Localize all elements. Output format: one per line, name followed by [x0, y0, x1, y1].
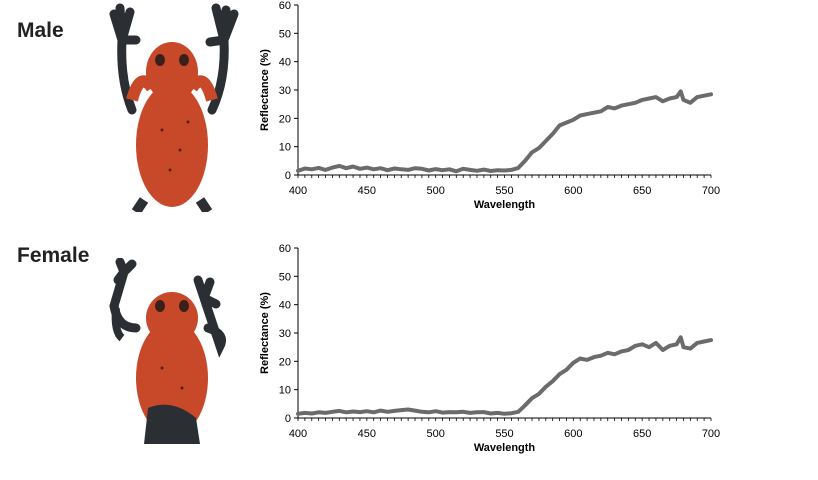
x-tick-label: 650: [633, 185, 651, 197]
x-tick-label: 550: [495, 428, 513, 440]
x-tick-label: 550: [495, 185, 513, 197]
reflectance-series-line: [296, 335, 713, 416]
y-tick-label: 20: [279, 356, 291, 368]
y-tick-label: 20: [279, 113, 291, 125]
y-tick-label: 50: [279, 271, 291, 283]
x-tick-label: 500: [426, 185, 444, 197]
y-axis-label: Reflectance (%): [259, 292, 271, 374]
x-tick-label: 700: [702, 428, 720, 440]
x-tick-label: 600: [564, 428, 582, 440]
y-tick-label: 40: [279, 57, 291, 69]
x-tick-label: 700: [702, 185, 720, 197]
y-tick-label: 40: [279, 300, 291, 312]
y-tick-label: 0: [285, 170, 291, 182]
x-tick-label: 600: [564, 185, 582, 197]
chart-female: 400 450 500 550 600 650 700 0 10 20 30 40 50 60 Wavele…: [259, 243, 720, 454]
panel-label-male: Male: [17, 19, 64, 42]
x-tick-label: 400: [289, 428, 307, 440]
y-tick-label: 60: [279, 0, 291, 12]
x-tick-label: 650: [633, 428, 651, 440]
y-tick-label: 30: [279, 328, 291, 340]
chart-male: 400 450 500 550 600 650 700 0 10 20 30 40 50 60 Wavele…: [259, 0, 720, 211]
frog-male-image: [109, 3, 239, 212]
y-tick-label: 50: [279, 28, 291, 40]
y-tick-label: 10: [279, 385, 291, 397]
y-tick-label: 10: [279, 142, 291, 154]
x-axis-label: Wavelength: [474, 442, 536, 454]
y-tick-label: 60: [279, 243, 291, 255]
reflectance-series-line: [296, 89, 713, 174]
y-tick-label: 30: [279, 85, 291, 97]
x-axis-label: Wavelength: [474, 199, 536, 211]
x-tick-label: 400: [289, 185, 307, 197]
x-tick-label: 450: [358, 428, 376, 440]
x-tick-label: 500: [426, 428, 444, 440]
panel-label-female: Female: [17, 244, 90, 267]
frog-dorsal-male-icon: [109, 3, 239, 212]
frog-dorsal-female-icon: [109, 258, 226, 444]
y-axis-label: Reflectance (%): [259, 49, 271, 131]
frog-female-image: [109, 258, 226, 444]
x-tick-label: 450: [358, 185, 376, 197]
y-tick-label: 0: [285, 413, 291, 425]
